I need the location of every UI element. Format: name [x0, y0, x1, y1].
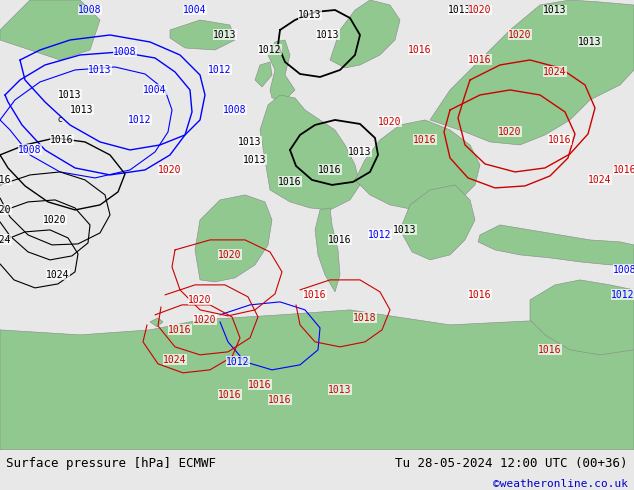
Text: 1013: 1013 [70, 105, 94, 115]
Polygon shape [400, 185, 475, 260]
Text: Tu 28-05-2024 12:00 UTC (00+36): Tu 28-05-2024 12:00 UTC (00+36) [395, 457, 628, 470]
Text: 1016: 1016 [413, 135, 437, 145]
Text: 1024: 1024 [163, 355, 187, 365]
Text: 1020: 1020 [498, 127, 522, 137]
Text: 1013: 1013 [243, 155, 267, 165]
Text: 1012: 1012 [258, 45, 281, 55]
Text: 1016: 1016 [249, 380, 272, 390]
Polygon shape [355, 120, 480, 210]
Polygon shape [255, 62, 272, 87]
Text: 1013: 1013 [448, 5, 472, 15]
Text: 1012: 1012 [226, 357, 250, 367]
Polygon shape [0, 310, 634, 450]
Text: 1012: 1012 [368, 230, 392, 240]
Polygon shape [150, 318, 163, 327]
Text: 1016: 1016 [548, 135, 572, 145]
Text: 1016: 1016 [328, 235, 352, 245]
Polygon shape [430, 0, 634, 145]
Text: 1020: 1020 [0, 205, 12, 215]
Text: 1008: 1008 [613, 265, 634, 275]
Text: 1013: 1013 [316, 30, 340, 40]
Polygon shape [530, 280, 634, 355]
Text: 1024: 1024 [46, 270, 70, 280]
Text: 1020: 1020 [43, 215, 67, 225]
Text: 1020: 1020 [508, 30, 532, 40]
Text: 1016: 1016 [318, 165, 342, 175]
Text: 1013: 1013 [88, 65, 112, 75]
Text: 1004: 1004 [143, 85, 167, 95]
Text: 1013: 1013 [213, 30, 236, 40]
Text: 1020: 1020 [378, 117, 402, 127]
Text: 1013: 1013 [328, 385, 352, 395]
Polygon shape [330, 0, 400, 68]
Polygon shape [0, 0, 100, 60]
Text: 1016: 1016 [408, 45, 432, 55]
Text: 1016: 1016 [268, 395, 292, 405]
Text: 1012: 1012 [128, 115, 152, 125]
Text: 1008: 1008 [113, 47, 137, 57]
Text: 1008: 1008 [18, 145, 42, 155]
Text: 1013: 1013 [298, 10, 321, 20]
Polygon shape [260, 95, 360, 210]
Text: 1016: 1016 [168, 325, 191, 335]
Text: 1016: 1016 [469, 290, 492, 300]
Text: c: c [58, 116, 62, 124]
Text: 1013: 1013 [393, 225, 417, 235]
Polygon shape [195, 195, 272, 282]
Text: 1024: 1024 [588, 175, 612, 185]
Text: 1016: 1016 [278, 177, 302, 187]
Text: 1020: 1020 [188, 295, 212, 305]
Text: 1013: 1013 [578, 37, 602, 47]
Text: ©weatheronline.co.uk: ©weatheronline.co.uk [493, 479, 628, 489]
Text: 1016: 1016 [218, 390, 242, 400]
Text: 1024: 1024 [0, 235, 12, 245]
Text: 1016: 1016 [613, 165, 634, 175]
Text: 1020: 1020 [158, 165, 182, 175]
Text: 1013: 1013 [348, 147, 372, 157]
Text: 1012: 1012 [611, 290, 634, 300]
Text: 1020: 1020 [193, 315, 217, 325]
Text: 1008: 1008 [223, 105, 247, 115]
Text: 1008: 1008 [78, 5, 101, 15]
Polygon shape [315, 208, 340, 292]
Text: 1020: 1020 [469, 5, 492, 15]
Polygon shape [170, 20, 235, 50]
Text: 1016: 1016 [303, 290, 327, 300]
Text: 1012: 1012 [208, 65, 232, 75]
Text: 1004: 1004 [183, 5, 207, 15]
Text: 1018: 1018 [353, 313, 377, 323]
Text: 1013: 1013 [58, 90, 82, 100]
Text: 1013: 1013 [238, 137, 262, 147]
Polygon shape [268, 40, 295, 100]
Text: 1020: 1020 [218, 250, 242, 260]
Text: 1016: 1016 [50, 135, 74, 145]
Text: 1016: 1016 [538, 345, 562, 355]
Text: 1016: 1016 [0, 175, 12, 185]
Text: 1013: 1013 [543, 5, 567, 15]
Text: 1024: 1024 [543, 67, 567, 77]
Polygon shape [478, 225, 634, 265]
Text: Surface pressure [hPa] ECMWF: Surface pressure [hPa] ECMWF [6, 457, 216, 470]
Text: 1016: 1016 [469, 55, 492, 65]
